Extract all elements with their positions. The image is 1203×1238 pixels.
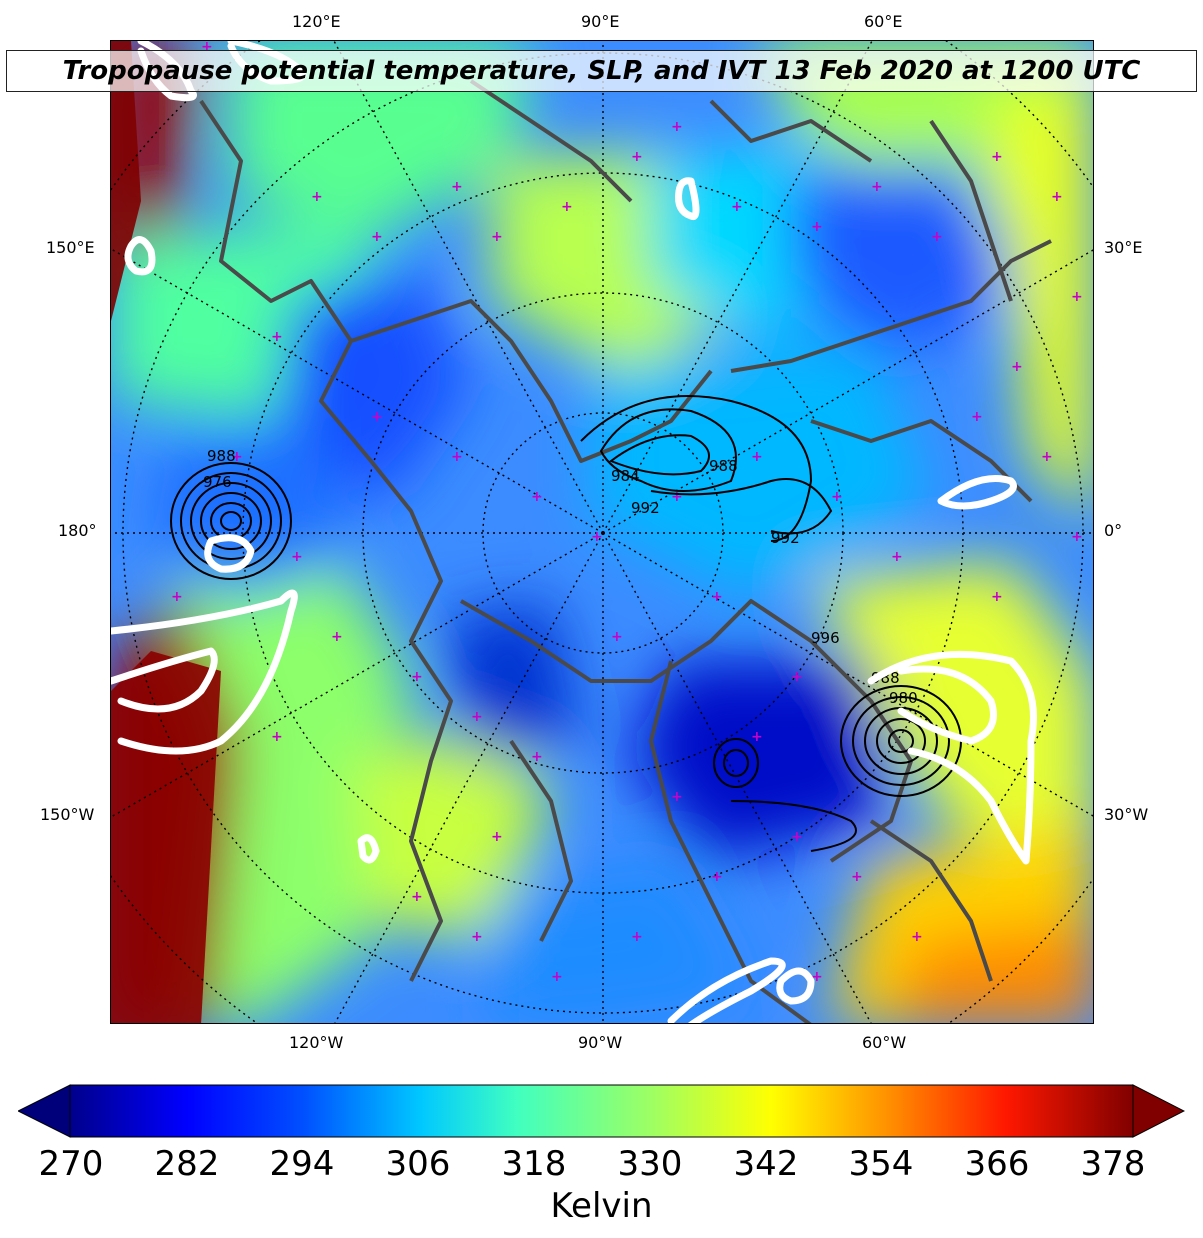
colorbar-tick: 306 bbox=[385, 1144, 451, 1184]
svg-text:+: + bbox=[911, 929, 923, 945]
svg-text:+: + bbox=[311, 189, 323, 205]
warm-region bbox=[111, 41, 141, 321]
colorbar-tick: 378 bbox=[1080, 1144, 1146, 1184]
colorbar-tick: 294 bbox=[269, 1144, 335, 1184]
station-markers: ++++ ++++ ++++ ++++ ++++ ++++ ++++ ++++ … bbox=[171, 41, 1083, 985]
svg-text:+: + bbox=[791, 669, 803, 685]
svg-text:+: + bbox=[971, 409, 983, 425]
svg-text:+: + bbox=[631, 929, 643, 945]
svg-text:+: + bbox=[371, 409, 383, 425]
svg-text:+: + bbox=[1071, 529, 1083, 545]
colorbar-tick: 282 bbox=[154, 1144, 220, 1184]
svg-text:+: + bbox=[711, 869, 723, 885]
polar-map: ++++ ++++ ++++ ++++ ++++ ++++ ++++ ++++ … bbox=[111, 41, 1093, 1023]
svg-text:+: + bbox=[671, 489, 683, 505]
colorbar bbox=[18, 1084, 1185, 1138]
svg-text:+: + bbox=[451, 449, 463, 465]
svg-text:+: + bbox=[561, 199, 573, 215]
slp-label: 976 bbox=[203, 473, 232, 491]
lon-label-bottom-90w: 90°W bbox=[578, 1033, 623, 1052]
svg-text:+: + bbox=[411, 889, 423, 905]
svg-text:+: + bbox=[411, 669, 423, 685]
svg-text:+: + bbox=[891, 549, 903, 565]
svg-text:+: + bbox=[491, 829, 503, 845]
svg-text:+: + bbox=[811, 969, 823, 985]
colorbar-tick: 366 bbox=[964, 1144, 1030, 1184]
slp-contours bbox=[170, 395, 962, 852]
svg-text:+: + bbox=[811, 219, 823, 235]
slp-label: 992 bbox=[631, 499, 660, 517]
svg-text:+: + bbox=[791, 829, 803, 845]
svg-text:+: + bbox=[671, 119, 683, 135]
svg-text:+: + bbox=[471, 929, 483, 945]
svg-text:+: + bbox=[1071, 289, 1083, 305]
svg-text:+: + bbox=[751, 729, 763, 745]
slp-label: 980 bbox=[889, 689, 918, 707]
svg-text:+: + bbox=[871, 179, 883, 195]
slp-label: 984 bbox=[611, 467, 640, 485]
colorbar-extend-min bbox=[18, 1084, 71, 1138]
lon-label-right-30w: 30°W bbox=[1104, 805, 1149, 824]
map-title: Tropopause potential temperature, SLP, a… bbox=[62, 56, 1141, 86]
svg-text:+: + bbox=[991, 149, 1003, 165]
svg-text:+: + bbox=[331, 629, 343, 645]
lon-label-bottom-120w: 120°W bbox=[289, 1033, 344, 1052]
svg-text:+: + bbox=[991, 589, 1003, 605]
svg-text:+: + bbox=[611, 629, 623, 645]
colorbar-gradient bbox=[69, 1084, 1134, 1138]
slp-contour-labels: 988 984 988 992 992 988 996 976 980 bbox=[203, 447, 918, 707]
slp-label: 988 bbox=[709, 457, 738, 475]
lon-label-right-0: 0° bbox=[1104, 521, 1123, 540]
svg-text:+: + bbox=[1041, 449, 1053, 465]
svg-text:+: + bbox=[551, 969, 563, 985]
slp-label: 996 bbox=[811, 629, 840, 647]
lon-label-left-150w: 150°W bbox=[40, 805, 95, 824]
svg-text:+: + bbox=[1011, 359, 1023, 375]
slp-label: 988 bbox=[207, 447, 236, 465]
slp-label: 992 bbox=[771, 529, 800, 547]
colorbar-tick: 342 bbox=[733, 1144, 799, 1184]
svg-text:+: + bbox=[671, 789, 683, 805]
colorbar-tick: 330 bbox=[617, 1144, 683, 1184]
svg-text:+: + bbox=[271, 729, 283, 745]
svg-text:+: + bbox=[491, 229, 503, 245]
svg-text:+: + bbox=[471, 709, 483, 725]
svg-text:+: + bbox=[731, 199, 743, 215]
svg-text:+: + bbox=[531, 489, 543, 505]
lon-label-top-120e: 120°E bbox=[292, 12, 341, 31]
svg-text:+: + bbox=[631, 149, 643, 165]
svg-text:+: + bbox=[531, 749, 543, 765]
graticule bbox=[111, 41, 1093, 1023]
map-panel: + + + + + + + + + + + + + + + + + + + + + + + + + + + + + + + + … bbox=[110, 40, 1094, 1024]
map-title-box: Tropopause potential temperature, SLP, a… bbox=[6, 50, 1197, 92]
svg-text:+: + bbox=[931, 229, 943, 245]
svg-text:+: + bbox=[291, 549, 303, 565]
coastlines bbox=[199, 79, 1052, 1023]
svg-text:+: + bbox=[751, 449, 763, 465]
lon-label-bottom-60w: 60°W bbox=[862, 1033, 907, 1052]
lon-label-top-60e: 60°E bbox=[864, 12, 903, 31]
colorbar-extend-max bbox=[1132, 1084, 1185, 1138]
svg-text:+: + bbox=[831, 489, 843, 505]
colorbar-label: Kelvin bbox=[550, 1186, 653, 1226]
svg-text:+: + bbox=[201, 41, 213, 55]
svg-text:+: + bbox=[1051, 189, 1063, 205]
svg-text:+: + bbox=[271, 329, 283, 345]
svg-text:+: + bbox=[371, 229, 383, 245]
colorbar-tick: 270 bbox=[38, 1144, 104, 1184]
colorbar-tick: 318 bbox=[501, 1144, 567, 1184]
svg-text:+: + bbox=[591, 529, 603, 545]
svg-text:+: + bbox=[231, 449, 243, 465]
svg-text:+: + bbox=[851, 869, 863, 885]
colorbar-tick: 354 bbox=[848, 1144, 914, 1184]
lon-label-left-150e: 150°E bbox=[46, 238, 95, 257]
svg-text:+: + bbox=[451, 179, 463, 195]
lon-label-top-90e: 90°E bbox=[581, 12, 620, 31]
svg-text:+: + bbox=[171, 589, 183, 605]
lon-label-left-180: 180° bbox=[58, 521, 97, 540]
lon-label-right-30e: 30°E bbox=[1104, 238, 1143, 257]
svg-text:+: + bbox=[711, 589, 723, 605]
